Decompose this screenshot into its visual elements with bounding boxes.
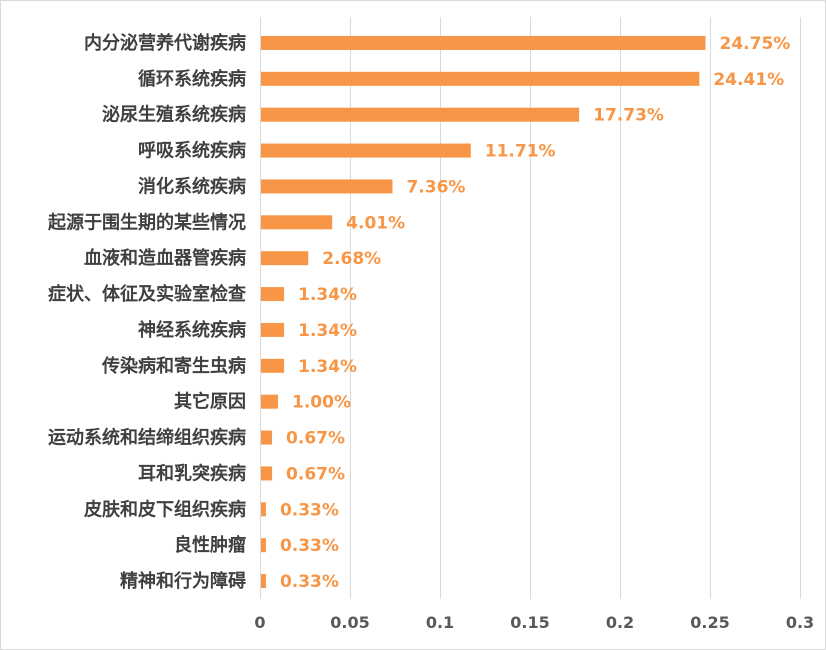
category-label: 传染病和寄生虫病 xyxy=(101,355,246,377)
data-label: 1.34% xyxy=(298,357,357,377)
data-label: 24.75% xyxy=(720,34,791,54)
x-tick-label: 0.25 xyxy=(690,613,729,632)
x-tick-label: 0 xyxy=(254,613,265,632)
bar xyxy=(261,430,273,445)
data-label: 0.67% xyxy=(286,429,345,449)
data-label: 1.00% xyxy=(292,393,351,413)
bar xyxy=(261,358,285,373)
category-label: 起源于围生期的某些情况 xyxy=(47,211,246,233)
category-label: 泌尿生殖系统疾病 xyxy=(102,104,246,126)
x-tick-label: 0.05 xyxy=(330,613,369,632)
data-label: 0.67% xyxy=(286,464,345,484)
x-tick-label: 0.15 xyxy=(510,613,549,632)
data-labels: 24.75% 24.41% 17.73% 11.71% 7.36%4.01% 2.68% 1… xyxy=(280,34,790,592)
bar xyxy=(261,394,278,409)
x-tick-label: 0.1 xyxy=(426,613,454,632)
data-label: 4.01% xyxy=(346,213,405,233)
category-label: 神经系统疾病 xyxy=(138,319,246,341)
category-label: 血液和造血器管疾病 xyxy=(84,247,246,269)
data-label: 0.33% xyxy=(280,572,339,592)
category-label: 皮肤和皮下组织疾病 xyxy=(84,498,246,520)
x-tick-label: 0.2 xyxy=(606,613,634,632)
category-label: 良性肿瘤 xyxy=(174,534,246,556)
data-label: 0.33% xyxy=(280,536,339,556)
bar xyxy=(261,215,333,230)
category-label: 运动系统和结缔组织疾病 xyxy=(48,427,246,449)
data-label: 0.33% xyxy=(280,500,339,520)
category-label: 精神和行为障碍 xyxy=(120,570,246,592)
data-label: 2.68% xyxy=(322,249,381,269)
data-label: 1.34% xyxy=(298,321,357,341)
data-label: 17.73% xyxy=(593,106,664,126)
category-label: 症状、体征及实验室检查 xyxy=(48,283,246,305)
bar xyxy=(261,107,580,122)
bar xyxy=(261,179,393,194)
bar xyxy=(261,251,309,266)
bar xyxy=(261,574,266,589)
bar xyxy=(261,287,285,302)
bar xyxy=(261,71,700,86)
gridlines xyxy=(260,17,801,599)
bar xyxy=(261,502,266,517)
bars xyxy=(261,35,706,589)
category-label: 呼吸系统疾病 xyxy=(138,140,246,162)
data-label: 24.41% xyxy=(713,70,784,90)
x-tick-labels: 0 0.05 0.1 0.15 0.2 0.25 0.3 xyxy=(254,613,814,632)
bar xyxy=(261,466,273,481)
category-labels: 内分泌营养代谢疾病循环系统疾病泌尿生殖系统疾病呼吸系统疾病消化系统疾病起源于围生… xyxy=(47,32,246,592)
bar xyxy=(261,143,471,158)
data-label: 1.34% xyxy=(298,285,357,305)
category-label: 耳和乳突疾病 xyxy=(138,462,246,484)
bar xyxy=(261,322,285,337)
bar xyxy=(261,35,706,50)
category-label: 消化系统疾病 xyxy=(138,175,246,197)
data-label: 11.71% xyxy=(485,142,556,162)
x-tick-label: 0.3 xyxy=(786,613,814,632)
category-label: 循环系统疾病 xyxy=(138,68,246,90)
category-label: 内分泌营养代谢疾病 xyxy=(84,32,246,54)
data-label: 7.36% xyxy=(406,177,465,197)
bar xyxy=(261,538,266,553)
category-label: 其它原因 xyxy=(174,391,246,413)
